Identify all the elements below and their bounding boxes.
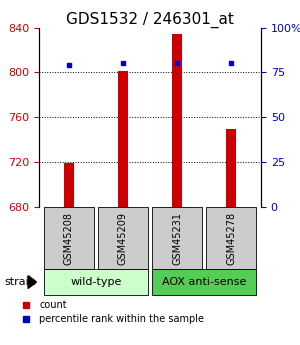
Text: wild-type: wild-type [70,277,122,287]
Text: GSM45278: GSM45278 [226,211,236,265]
Text: GSM45208: GSM45208 [64,211,74,265]
Bar [152,207,202,269]
Bar [172,34,182,207]
Bar [206,207,256,269]
Text: GSM45231: GSM45231 [172,211,182,265]
Text: count: count [39,300,67,310]
Text: AOX anti-sense: AOX anti-sense [162,277,246,287]
Bar [64,163,74,207]
Title: GDS1532 / 246301_at: GDS1532 / 246301_at [66,11,234,28]
Bar [44,269,148,295]
Text: percentile rank within the sample: percentile rank within the sample [39,314,204,324]
Bar [98,207,148,269]
Text: strain: strain [4,277,36,287]
Text: GSM45209: GSM45209 [118,211,128,265]
Bar [44,207,94,269]
Bar [152,269,256,295]
Polygon shape [28,276,37,288]
Bar [118,71,128,207]
Bar [226,128,236,207]
